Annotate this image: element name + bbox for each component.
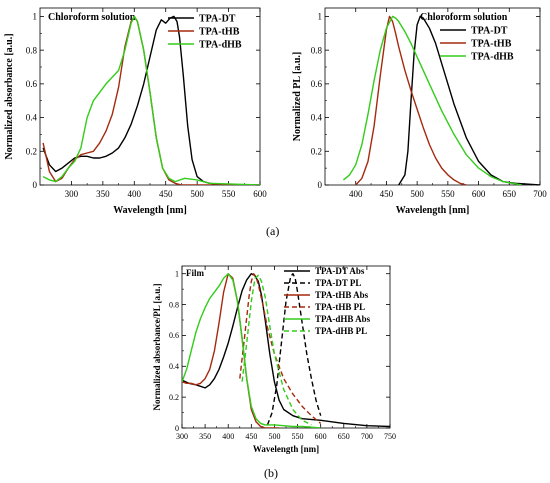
series-line-tpa-dt-abs [182, 273, 390, 428]
x-tick-label: 650 [503, 189, 517, 199]
y-axis-label: Normalized absorbance/PL [a.u.] [152, 284, 162, 411]
y-tick-label: 0.8 [26, 45, 38, 55]
x-tick-label: 700 [361, 432, 373, 441]
x-tick-label: 550 [441, 189, 455, 199]
chart-a-right: 400 450 500 550 600 650 700 0 0.2 0.4 0.6 0.8 1 Wavel… [292, 7, 547, 216]
series-line-tpa-dt-pl [266, 273, 322, 426]
legend-label: TPA-DT Abs [315, 266, 365, 276]
y-tick-label: 0.2 [169, 393, 179, 402]
y-tick-label: 1 [318, 12, 323, 22]
x-tick-label: 500 [410, 189, 424, 199]
legend-label: TPA-tHB [471, 39, 512, 50]
y-tick-label: 0.6 [311, 79, 323, 89]
x-tick-label: 450 [245, 432, 257, 441]
series-line-tpa-dhb-abs [182, 273, 321, 428]
x-tick-label: 600 [315, 432, 327, 441]
caption-a: (a) [266, 224, 280, 238]
series-line-tpa-dhb [342, 15, 522, 185]
caption-b: (b) [264, 466, 278, 480]
x-tick-label: 550 [292, 432, 304, 441]
x-axis-label: Wavelength [nm] [253, 444, 319, 454]
y-tick-label: 0.8 [169, 300, 179, 309]
legend-label: TPA-dHB [199, 40, 242, 51]
series-line-tpa-dt [398, 15, 540, 185]
x-tick-label: 300 [176, 432, 188, 441]
y-tick-label: 1 [175, 270, 179, 279]
series-line-tpa-thb [355, 15, 467, 185]
legend-label: TPA-DT [199, 14, 236, 25]
chart-title: Chloroform solution [48, 12, 136, 23]
x-tick-label: 300 [65, 189, 79, 199]
legend-label: TPA-tHB PL [315, 302, 365, 312]
x-tick-label: 400 [222, 432, 234, 441]
x-tick-label: 450 [380, 189, 394, 199]
chart-title: Film [186, 268, 204, 278]
legend-label: TPA-tHB Abs [315, 290, 369, 300]
x-tick-label: 550 [222, 189, 236, 199]
x-tick-label: 650 [338, 432, 350, 441]
y-tick-label: 0.4 [26, 113, 38, 123]
x-tick-label: 500 [190, 189, 204, 199]
x-tick-label: 600 [253, 189, 267, 199]
chart-b: 300 350 400 450 500 550 600 650 700 750 0 0.2 0.4 0.6… [152, 265, 396, 454]
y-tick-label: 0 [318, 180, 323, 190]
x-tick-label: 600 [472, 189, 486, 199]
legend-label: TPA-dHB [471, 52, 514, 63]
series-line-tpa-dhb [42, 15, 260, 185]
y-tick-label: 0.8 [311, 45, 323, 55]
x-tick-label: 750 [384, 432, 396, 441]
x-tick-label: 500 [268, 432, 280, 441]
x-tick-label: 450 [159, 189, 173, 199]
series-line-tpa-dhb-pl [241, 274, 312, 426]
x-axis-label: Wavelength [nm] [113, 205, 187, 216]
legend-label: TPA-DT PL [315, 278, 361, 288]
x-tick-label: 400 [349, 189, 363, 199]
y-tick-label: 0.6 [169, 331, 179, 340]
y-axis-label: Normalized PL [a.u.] [292, 52, 303, 141]
y-tick-label: 0.2 [311, 146, 322, 156]
y-tick-label: 0.6 [26, 79, 38, 89]
legend-label: TPA-DT [471, 26, 508, 37]
legend-label: TPA-tHB [199, 27, 240, 38]
x-tick-label: 400 [128, 189, 142, 199]
y-tick-label: 0 [175, 424, 179, 433]
y-tick-label: 1 [33, 12, 38, 22]
x-tick-label: 700 [533, 189, 547, 199]
y-axis-label: Normalized absorbance [a.u.] [4, 33, 15, 159]
legend-label: TPA-dHB Abs [315, 314, 371, 324]
x-tick-label: 350 [199, 432, 211, 441]
y-tick-label: 0.4 [169, 362, 179, 371]
x-axis-label: Wavelength [nm] [396, 205, 470, 216]
y-tick-label: 0 [33, 180, 38, 190]
y-tick-label: 0.2 [26, 146, 37, 156]
series-line-tpa-thb-pl [239, 273, 322, 424]
y-tick-label: 0.4 [311, 113, 323, 123]
legend-label: TPA-dHB PL [315, 326, 367, 336]
chart-title: Chloroform solution [420, 12, 508, 23]
x-tick-label: 350 [96, 189, 110, 199]
chart-a-left: 300 350 400 450 500 550 600 0 0.2 0.4 0.6 0.8 1 Wavel… [4, 7, 267, 216]
